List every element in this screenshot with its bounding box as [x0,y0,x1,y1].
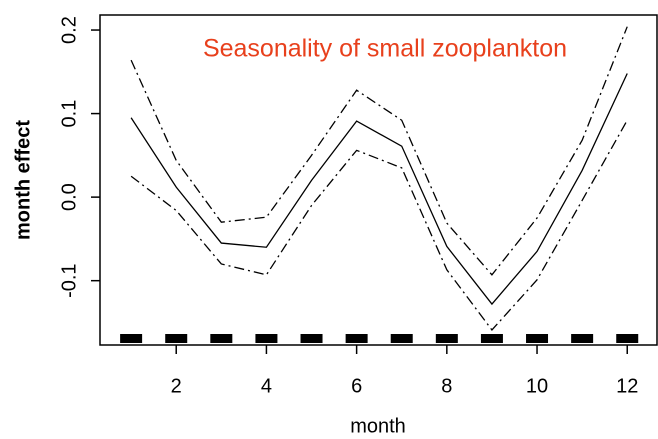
x-tick-label: 12 [616,375,638,397]
rug-mark [255,334,278,343]
x-tick-label: 2 [171,375,182,397]
rug-mark [390,334,413,343]
rug-mark [120,334,143,343]
rug-mark [526,334,549,343]
series-line [130,26,628,276]
y-tick-label: 0.1 [58,100,80,128]
rug-mark [480,334,503,343]
rug-mark [435,334,458,343]
x-tick-label: 8 [441,375,452,397]
x-axis-label: month [350,415,406,437]
rug-mark [345,334,368,343]
y-tick-label: 0.2 [58,16,80,44]
series-line [130,73,628,306]
x-tick-label: 4 [261,375,272,397]
rug-mark [571,334,594,343]
x-tick-label: 10 [526,375,548,397]
rug-mark [300,334,323,343]
rug-mark [210,334,233,343]
y-tick-label: -0.1 [58,263,80,297]
chart-title: Seasonality of small zooplankton [203,35,567,63]
series-line [130,119,628,331]
x-tick-label: 6 [351,375,362,397]
plot-frame [99,14,658,346]
y-tick-label: 0.0 [58,183,80,211]
rug-mark [165,334,188,343]
rug-mark [616,334,639,343]
y-axis-label: month effect [12,120,34,240]
